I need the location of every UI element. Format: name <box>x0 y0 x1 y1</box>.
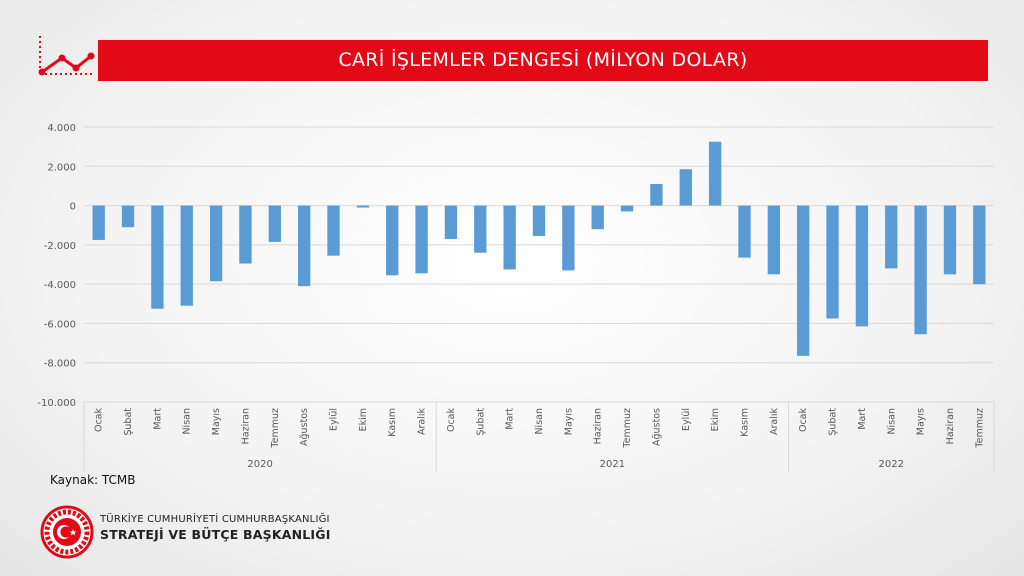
x-tick-label: Ekim <box>710 408 721 431</box>
bar <box>532 205 546 237</box>
x-tick-label: Mart <box>857 408 868 430</box>
bar <box>620 205 634 212</box>
bar <box>239 205 252 264</box>
x-tick-label: Ocak <box>798 408 809 433</box>
bar <box>474 205 487 253</box>
y-tick-label: 2.000 <box>47 162 76 173</box>
bar <box>650 183 663 206</box>
x-tick-label: Ocak <box>94 408 105 433</box>
x-tick-label: Mayıs <box>211 408 222 435</box>
x-tick-label: Eylül <box>681 408 692 431</box>
x-tick-label: Haziran <box>240 408 251 444</box>
bar <box>885 205 898 269</box>
bar <box>914 205 927 335</box>
bar <box>151 205 164 309</box>
bar <box>444 205 458 239</box>
bar <box>297 205 311 287</box>
x-tick-label: Eylül <box>329 408 340 431</box>
x-tick-label: Ağustos <box>651 408 662 446</box>
x-tick-label: Şubat <box>828 408 839 436</box>
x-tick-label: Nisan <box>534 408 545 435</box>
x-tick-label: Aralık <box>417 408 428 436</box>
x-tick-label: Şubat <box>123 408 134 436</box>
bar <box>973 205 986 285</box>
bar <box>562 205 575 271</box>
y-tick-label: -4.000 <box>44 280 76 291</box>
y-tick-label: 4.000 <box>47 123 76 134</box>
x-tick-label: Mayıs <box>916 408 927 435</box>
y-tick-label: -8.000 <box>44 359 76 370</box>
bar <box>767 205 781 275</box>
bar <box>386 205 399 276</box>
y-tick-label: -2.000 <box>44 241 76 252</box>
x-tick-label: Kasım <box>387 408 398 437</box>
group-label: 2022 <box>879 459 904 470</box>
x-tick-label: Temmuz <box>974 408 985 449</box>
bar <box>738 205 751 258</box>
group-label: 2021 <box>600 459 625 470</box>
bar <box>797 205 810 356</box>
x-tick-label: Mart <box>505 408 516 430</box>
x-tick-label: Ağustos <box>299 408 310 446</box>
group-label: 2020 <box>247 459 272 470</box>
x-tick-label: Haziran <box>945 408 956 444</box>
organization-line-1: TÜRKİYE CUMHURİYETİ CUMHURBAŞKANLIĞI <box>100 514 330 525</box>
bar <box>356 205 370 208</box>
title-banner: CARİ İŞLEMLER DENGESİ (MİLYON DOLAR) <box>98 40 988 81</box>
bar <box>92 205 105 240</box>
y-tick-label: -10.000 <box>37 398 76 409</box>
bar <box>268 205 281 242</box>
bar <box>415 205 428 274</box>
trend-line-icon <box>38 36 95 76</box>
bar <box>503 205 516 270</box>
chart-title: CARİ İŞLEMLER DENGESİ (MİLYON DOLAR) <box>338 49 748 71</box>
x-tick-label: Kasım <box>739 408 750 437</box>
x-tick-label: Temmuz <box>270 408 281 449</box>
bar <box>943 205 957 275</box>
x-tick-label: Ocak <box>446 408 457 433</box>
x-tick-label: Haziran <box>593 408 604 444</box>
x-tick-label: Temmuz <box>622 408 633 449</box>
bar <box>180 205 193 306</box>
source-note: Kaynak: TCMB <box>50 473 136 487</box>
bar <box>121 205 135 228</box>
bar <box>708 141 722 206</box>
bar <box>855 205 869 327</box>
bar <box>826 205 839 319</box>
x-tick-label: Nisan <box>182 408 193 435</box>
x-tick-label: Şubat <box>475 408 486 436</box>
presidency-seal-logo <box>40 505 94 559</box>
bar <box>591 205 604 230</box>
bar-chart: 4.000 2.000 0 -2.000 -4.000 -6.000 -8.000 -10.0… <box>37 123 995 472</box>
x-tick-label: Mayıs <box>563 408 574 435</box>
x-tick-label: Nisan <box>886 408 897 435</box>
x-tick-label: Aralık <box>769 408 780 436</box>
bar <box>679 169 692 206</box>
x-tick-label: Ekim <box>358 408 369 431</box>
bar <box>209 205 223 282</box>
bar <box>327 205 340 256</box>
y-tick-label: -6.000 <box>44 319 76 330</box>
y-tick-label: 0 <box>70 202 76 213</box>
organization-line-2: STRATEJİ VE BÜTÇE BAŞKANLIĞI <box>100 527 331 542</box>
x-tick-label: Mart <box>152 408 163 430</box>
